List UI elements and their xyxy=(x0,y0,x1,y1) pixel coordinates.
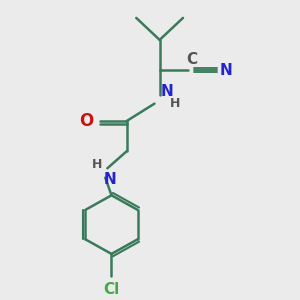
Text: Cl: Cl xyxy=(103,282,120,297)
Text: O: O xyxy=(80,112,94,130)
Text: N: N xyxy=(103,172,116,188)
Text: N: N xyxy=(219,63,232,78)
Text: C: C xyxy=(187,52,198,68)
Text: N: N xyxy=(161,84,174,99)
Text: H: H xyxy=(170,97,181,110)
Text: H: H xyxy=(92,158,102,171)
